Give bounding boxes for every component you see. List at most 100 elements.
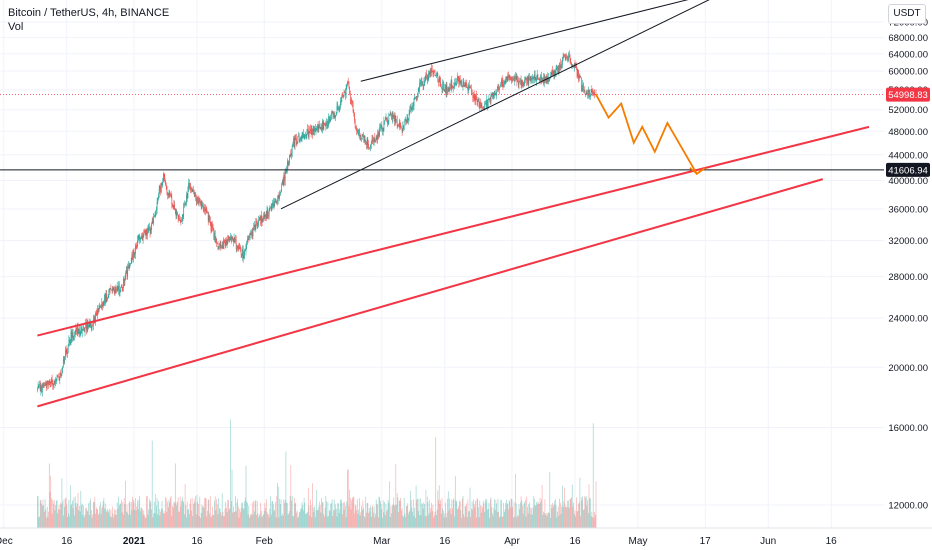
candle-body [373, 137, 375, 142]
candle-body [42, 384, 44, 387]
volume-bar [83, 505, 84, 528]
candle-body [292, 145, 294, 147]
volume-bar [117, 508, 119, 528]
candle-body [367, 138, 369, 145]
volume-bar [314, 506, 315, 528]
volume-bar [562, 485, 563, 528]
volume-bar [368, 507, 370, 528]
candle-body [461, 86, 463, 87]
candle-body [557, 69, 559, 74]
volume-bar [505, 502, 507, 528]
volume-bar [166, 511, 168, 528]
volume-bar [80, 490, 82, 528]
volume-bar [476, 498, 478, 528]
volume-bar [510, 507, 511, 528]
trendline-wedge-lower[interactable] [280, 0, 802, 210]
volume-bar [447, 498, 448, 528]
currency-button[interactable]: USDT [888, 4, 926, 24]
volume-bar [100, 514, 102, 528]
volume-bar [568, 500, 570, 528]
volume-bar [49, 491, 51, 528]
candle-body [311, 128, 313, 134]
candle-body [289, 155, 290, 164]
candle-body [380, 124, 382, 126]
volume-bar [261, 517, 263, 528]
candle-body [185, 203, 187, 205]
volume-bar [75, 502, 77, 528]
trendline-wedge-upper[interactable] [360, 0, 869, 82]
volume-bar [221, 515, 222, 528]
candle-body [578, 77, 580, 80]
candle-body [387, 118, 388, 124]
volume-bar [464, 505, 466, 528]
volume-bar [359, 515, 361, 528]
volume-bar [84, 514, 86, 528]
trendline-channel-upper[interactable] [37, 125, 870, 337]
candle-body [499, 85, 501, 88]
candle-body [81, 326, 82, 333]
candle-body [569, 53, 570, 58]
trendlines[interactable] [37, 0, 870, 408]
volume-bar [94, 497, 96, 528]
candle-body [78, 328, 80, 334]
time-axis[interactable]: Dec16202116FebMar16Apr16May17Jun16 [0, 527, 932, 550]
candle-body [359, 129, 360, 137]
candle-body [70, 331, 72, 341]
candle-body [434, 71, 436, 76]
volume-bar [207, 499, 209, 528]
candle-body [79, 328, 80, 335]
candle-body [325, 125, 327, 126]
candle-body [79, 331, 81, 335]
trendline-channel-lower[interactable] [37, 178, 824, 408]
candle-body [81, 329, 83, 333]
candle-body [581, 88, 583, 91]
volume-bar [300, 509, 301, 528]
candle-body [348, 82, 350, 88]
volume-bar [209, 496, 211, 528]
volume-bar [163, 513, 164, 528]
volume-bar [43, 505, 45, 528]
candle-body [102, 302, 103, 307]
volume-bar [264, 503, 266, 528]
candle-body [111, 289, 112, 291]
candle-body [43, 384, 45, 387]
volume-bar [411, 507, 413, 528]
candle-body [555, 68, 557, 76]
candle-body [46, 381, 47, 388]
candle-body [201, 201, 203, 207]
volume-bar [202, 506, 204, 528]
candle-body [149, 227, 150, 229]
volume-bar [74, 496, 76, 528]
volume-bar [250, 513, 252, 528]
volume-bar [531, 508, 532, 528]
candle-body [144, 230, 145, 233]
volume-bar [65, 497, 67, 528]
price-axis[interactable]: 12000.0016000.0020000.0024000.0028000.00… [884, 0, 932, 550]
volume-bar [477, 498, 479, 528]
volume-bar [72, 500, 73, 528]
candle-body [410, 106, 412, 110]
volume-bar [305, 512, 307, 528]
projection-path[interactable] [595, 94, 706, 176]
volume-bar [203, 507, 205, 528]
volume-bar [119, 503, 121, 528]
volume-bar [283, 499, 285, 528]
volume-bar [494, 509, 496, 528]
volume-bar [594, 512, 595, 528]
candle-body [545, 76, 546, 81]
volume-bar [111, 516, 112, 528]
volume-bar [351, 500, 353, 528]
time-axis-bg [0, 528, 932, 550]
candle-body [110, 288, 112, 290]
candle-body [443, 81, 444, 90]
volume-bar [537, 501, 539, 528]
volume-bar [451, 499, 453, 528]
projection-polyline[interactable] [595, 94, 706, 176]
volume-bar [531, 514, 533, 528]
candle-body [264, 215, 266, 218]
candle-body [46, 382, 48, 388]
candle-body [438, 79, 439, 82]
candle-body [440, 86, 442, 88]
volume-bar [113, 517, 115, 528]
